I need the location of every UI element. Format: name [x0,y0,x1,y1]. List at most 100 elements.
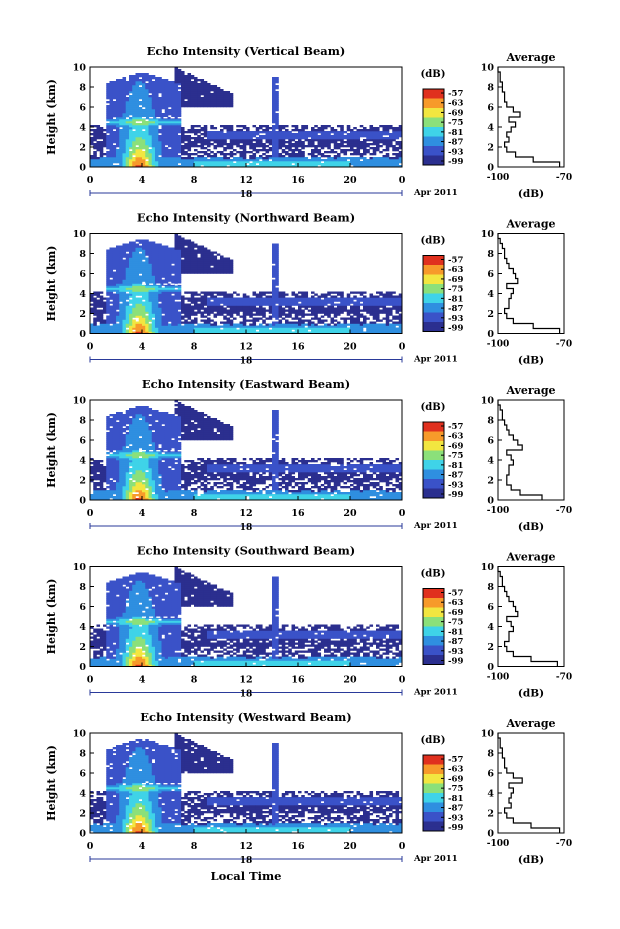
p2-heatmap-cell [385,329,390,332]
p1-heatmap-cell [233,165,237,168]
p1-heatmap-cell [142,75,146,78]
p1-heatmap-cell [187,97,192,100]
p2-heatmap-cell [99,317,104,320]
p1-heatmap-cell [340,131,344,134]
p1-heatmap-cell [340,143,344,146]
p1-heatmap-cell [249,159,253,162]
p1-heatmap-cell [106,97,110,100]
p2-heatmap-cell [369,313,374,316]
p1-heatmap-cell [236,151,240,154]
p2-heatmap-cell [216,267,221,270]
p2-heatmap-cell [213,315,218,318]
p1-heatmap-cell [216,145,221,148]
p2-heatmap-cell [275,293,279,296]
p2-heatmap-cell [324,319,328,322]
p1-heatmap-cell [112,107,117,110]
p2-heatmap-cell [174,249,179,252]
p2-heatmap-cell [184,251,188,254]
p1-heatmap-cell [366,151,370,154]
p1-heatmap-cell [320,129,325,132]
p1-heatmap-cell [350,143,354,146]
p2-heatmap-cell [151,243,156,246]
p1-heatmap-cell [398,165,403,168]
p2-heatmap-cell [135,315,140,318]
p1-heatmap-cell [307,145,312,148]
p2-heatmap-cell [301,293,305,296]
p1-heatmap-cell [304,163,309,166]
p1-heatmap-cell [197,145,201,148]
p2-heatmap-cell [259,291,263,294]
p1-heatmap-cell [291,129,296,132]
p2-heatmap-cell [168,295,172,298]
p2-heatmap-cell [145,241,149,244]
p2-heatmap-cell [190,325,195,328]
p1-heatmap-cell [233,159,237,162]
p2-heatmap-cell [197,305,201,308]
p2-heatmap-cell [187,305,192,308]
p2-heatmap-cell [298,321,302,324]
p2-heatmap-cell [164,331,169,334]
p2-heatmap-cell [311,299,315,302]
p1-heatmap-cell [103,163,107,166]
p2-heatmap-cell [109,269,114,272]
p2-heatmap-cell [398,303,403,306]
p2-heatmap-cell [129,261,133,264]
p2-heatmap-cell [132,297,136,300]
p2-heatmap-cell [216,305,221,308]
p1-heatmap-cell [372,159,377,162]
p2-heatmap-cell [324,307,328,310]
p1-heatmap-cell [132,81,136,84]
p2-layer-dash [199,283,204,285]
p2-heatmap-cell [307,331,312,334]
p2-heatmap-cell [301,331,305,334]
p2-heatmap-cell [148,281,153,284]
p1-heatmap-cell [285,153,289,156]
p2-heatmap-cell [324,313,328,316]
p2-heatmap-cell [259,325,263,328]
p1-heatmap-cell [340,135,344,138]
p2-heatmap-cell [129,257,133,260]
p2-heatmap-cell [168,283,172,286]
p1-heatmap-cell [350,131,354,134]
p2-heatmap-cell [129,279,133,282]
p2-heatmap-cell [291,309,296,312]
p1-heatmap-cell [311,141,315,144]
p1-heatmap-cell [395,159,400,162]
p2-heatmap-cell [164,299,169,302]
p1-heatmap-cell [210,143,214,146]
p1-heatmap-cell [223,165,227,168]
p1-heatmap-cell [327,155,331,158]
p2-heatmap-cell [174,235,179,238]
p2-heatmap-cell [116,265,120,268]
p1-heatmap-cell [392,137,396,140]
p2-heatmap-cell [138,323,143,326]
p2-heatmap-cell [184,327,188,330]
p2-heatmap-cell [317,329,322,332]
p2-heatmap-cell [132,309,136,312]
p1-heatmap-cell [119,121,123,124]
p1-heatmap-cell [359,135,364,138]
p2-heatmap-cell [119,251,123,254]
p2-heatmap-cell [272,327,276,330]
p2-heatmap-cell [220,255,224,258]
p1-heatmap-cell [106,147,110,150]
p1-heatmap-cell [223,97,227,100]
p1-heatmap-cell [398,131,403,134]
p2-heatmap-cell [291,301,296,304]
p2-heatmap-cell [220,301,224,304]
p1-heatmap-cell [337,139,341,142]
p2-heatmap-cell [389,313,393,316]
p2-heatmap-cell [106,309,110,312]
p2-heatmap-cell [307,313,312,316]
p1-heatmap-cell [382,149,387,152]
p2-heatmap-cell [203,331,208,334]
p1-heatmap-cell [272,91,276,94]
p2-heatmap-cell [379,325,383,328]
p1-heatmap-cell [148,151,153,154]
p2-heatmap-cell [223,293,227,296]
p2-heatmap-cell [330,309,335,312]
p1-heatmap-cell [249,165,253,168]
p1-heatmap-cell [119,141,123,144]
p2-heatmap-cell [142,323,146,326]
p2-heatmap-cell [177,295,182,298]
